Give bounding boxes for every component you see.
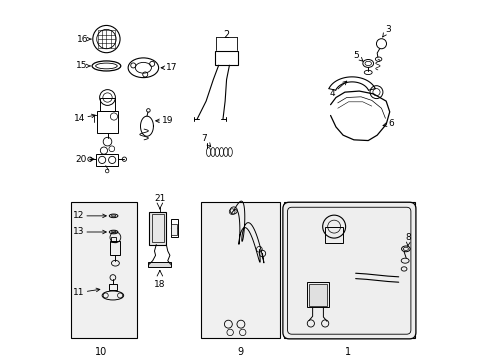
Text: 4: 4: [329, 81, 346, 98]
Text: 21: 21: [154, 194, 165, 203]
Bar: [152, 215, 164, 242]
Bar: [110, 241, 120, 255]
Bar: [201, 202, 280, 338]
Text: 10: 10: [95, 347, 107, 357]
Text: 15: 15: [76, 62, 90, 71]
Bar: [97, 111, 117, 133]
Text: 9: 9: [237, 347, 244, 357]
Bar: [110, 237, 116, 242]
Bar: [308, 284, 326, 306]
Bar: [96, 154, 118, 166]
FancyBboxPatch shape: [282, 202, 415, 339]
Text: 8: 8: [405, 233, 411, 246]
Bar: [148, 262, 171, 267]
Text: 12: 12: [73, 211, 106, 220]
Text: 5: 5: [353, 51, 362, 61]
Text: 14: 14: [74, 114, 95, 123]
Bar: [149, 212, 166, 244]
Text: 19: 19: [155, 116, 173, 125]
Bar: [170, 220, 178, 237]
Text: 13: 13: [73, 228, 106, 237]
Bar: [284, 202, 414, 338]
Text: 1: 1: [345, 347, 351, 357]
Text: 6: 6: [382, 119, 394, 128]
Text: 7: 7: [201, 134, 210, 147]
Bar: [100, 98, 115, 111]
Text: 20: 20: [75, 155, 94, 164]
Text: 16: 16: [77, 35, 91, 44]
Text: 11: 11: [73, 288, 100, 297]
Bar: [108, 284, 117, 290]
Text: 17: 17: [161, 63, 178, 72]
Bar: [70, 202, 137, 338]
Bar: [306, 282, 328, 307]
Text: 2: 2: [223, 30, 229, 40]
Text: 18: 18: [154, 280, 165, 289]
Bar: [215, 51, 238, 65]
Bar: [171, 225, 177, 235]
Text: 3: 3: [382, 25, 390, 37]
Bar: [325, 226, 343, 243]
